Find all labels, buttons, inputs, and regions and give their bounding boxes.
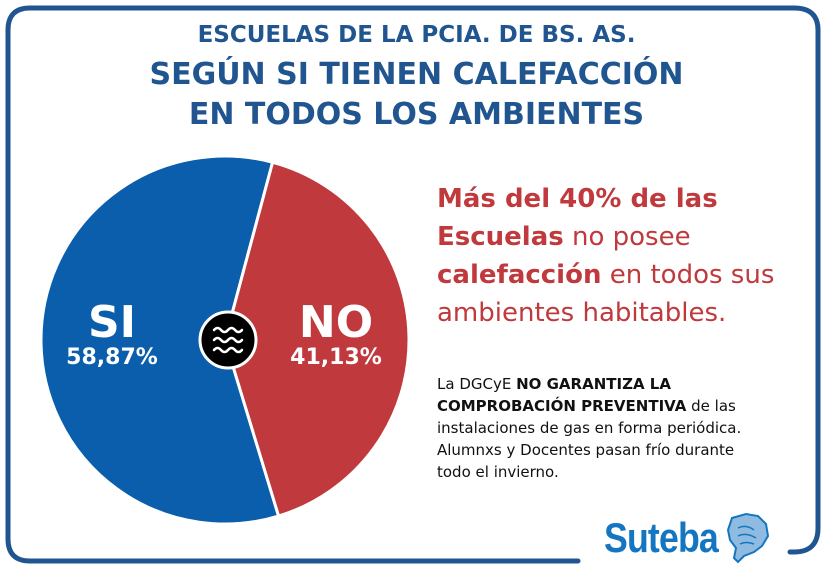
slice-value-no: 41,13% <box>290 345 382 370</box>
slice-name-no: NO <box>298 297 374 348</box>
highlight-normal-1: no posee <box>563 222 691 252</box>
logo-text: Suteba <box>604 514 719 561</box>
highlight-bold-1: Más del 40% de las Escuelas <box>437 184 718 252</box>
slice-label-si: SI 58,87% <box>52 300 172 370</box>
pie-slice-no <box>223 160 411 518</box>
highlight-normal-2: en todos sus ambientes habitables. <box>437 260 775 328</box>
note-bold: NO GARANTIZA LA COMPROBACIÓN PREVENTIVA <box>437 375 687 415</box>
slice-label-no: NO 41,13% <box>276 300 396 370</box>
title-line-3: EN TODOS LOS AMBIENTES <box>188 97 645 132</box>
highlight-text: Más del 40% de las Escuelas no posee cal… <box>437 180 817 332</box>
slice-name-si: SI <box>87 297 137 348</box>
note-part-1: La DGCyE <box>437 375 517 393</box>
slice-value-si: 58,87% <box>66 345 158 370</box>
province-map-icon <box>726 512 770 564</box>
title-line-2: SEGÚN SI TIENEN CALEFACCIÓN <box>149 57 684 92</box>
pie-slice-si <box>39 154 281 526</box>
suteba-logo: Suteba <box>604 512 772 564</box>
note-text: La DGCyE NO GARANTIZA LA COMPROBACIÓN PR… <box>437 373 767 483</box>
highlight-bold-2: calefacción <box>437 260 602 290</box>
title-line-1: ESCUELAS DE LA PCIA. DE BS. AS. <box>197 22 636 48</box>
heat-waves-icon <box>198 310 258 370</box>
note-part-3: de las instalaciones de gas en forma per… <box>437 397 742 481</box>
